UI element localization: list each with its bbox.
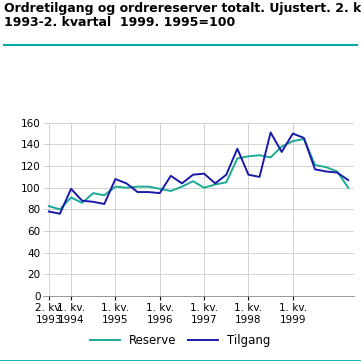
Tilgang [147,190,151,194]
Reserve [91,191,95,195]
Tilgang [257,175,262,179]
Reserve [147,184,151,189]
Tilgang [191,173,195,177]
Reserve [80,201,84,205]
Tilgang [269,130,273,135]
Reserve [291,139,295,143]
Tilgang [291,131,295,136]
Tilgang [69,187,73,191]
Tilgang [113,177,118,181]
Reserve [113,184,118,189]
Reserve [157,187,162,191]
Tilgang [346,178,351,182]
Tilgang [91,200,95,204]
Text: 1993-2. kvartal  1999. 1995=100: 1993-2. kvartal 1999. 1995=100 [4,16,235,29]
Reserve [58,207,62,212]
Reserve [47,204,51,208]
Tilgang [135,190,140,194]
Reserve [346,186,351,190]
Reserve [313,163,317,167]
Reserve [202,186,206,190]
Reserve [302,137,306,141]
Reserve [224,180,229,184]
Tilgang [224,173,229,177]
Tilgang [202,171,206,176]
Reserve [69,195,73,200]
Tilgang [180,181,184,186]
Tilgang [279,150,284,154]
Tilgang [58,212,62,216]
Tilgang [302,136,306,140]
Tilgang [169,174,173,178]
Reserve [279,144,284,149]
Reserve [235,156,239,161]
Reserve [213,182,217,187]
Tilgang [246,173,251,177]
Reserve [191,179,195,183]
Reserve [246,154,251,158]
Reserve [180,184,184,189]
Reserve [269,155,273,160]
Tilgang [102,202,106,206]
Tilgang [157,191,162,195]
Reserve [169,189,173,193]
Tilgang [80,199,84,203]
Tilgang [124,181,129,186]
Text: Ordretilgang og ordrereserver totalt. Ujustert. 2. kvartal: Ordretilgang og ordrereserver totalt. Uj… [4,2,361,15]
Line: Tilgang: Tilgang [49,132,348,214]
Reserve [102,193,106,197]
Reserve [324,165,328,169]
Tilgang [335,170,339,175]
Tilgang [313,167,317,171]
Reserve [257,153,262,157]
Tilgang [235,147,239,151]
Tilgang [47,209,51,214]
Reserve [335,169,339,174]
Tilgang [324,169,328,174]
Tilgang [213,181,217,186]
Line: Reserve: Reserve [49,139,348,209]
Legend: Reserve, Tilgang: Reserve, Tilgang [86,329,275,352]
Reserve [124,186,129,190]
Reserve [135,184,140,189]
